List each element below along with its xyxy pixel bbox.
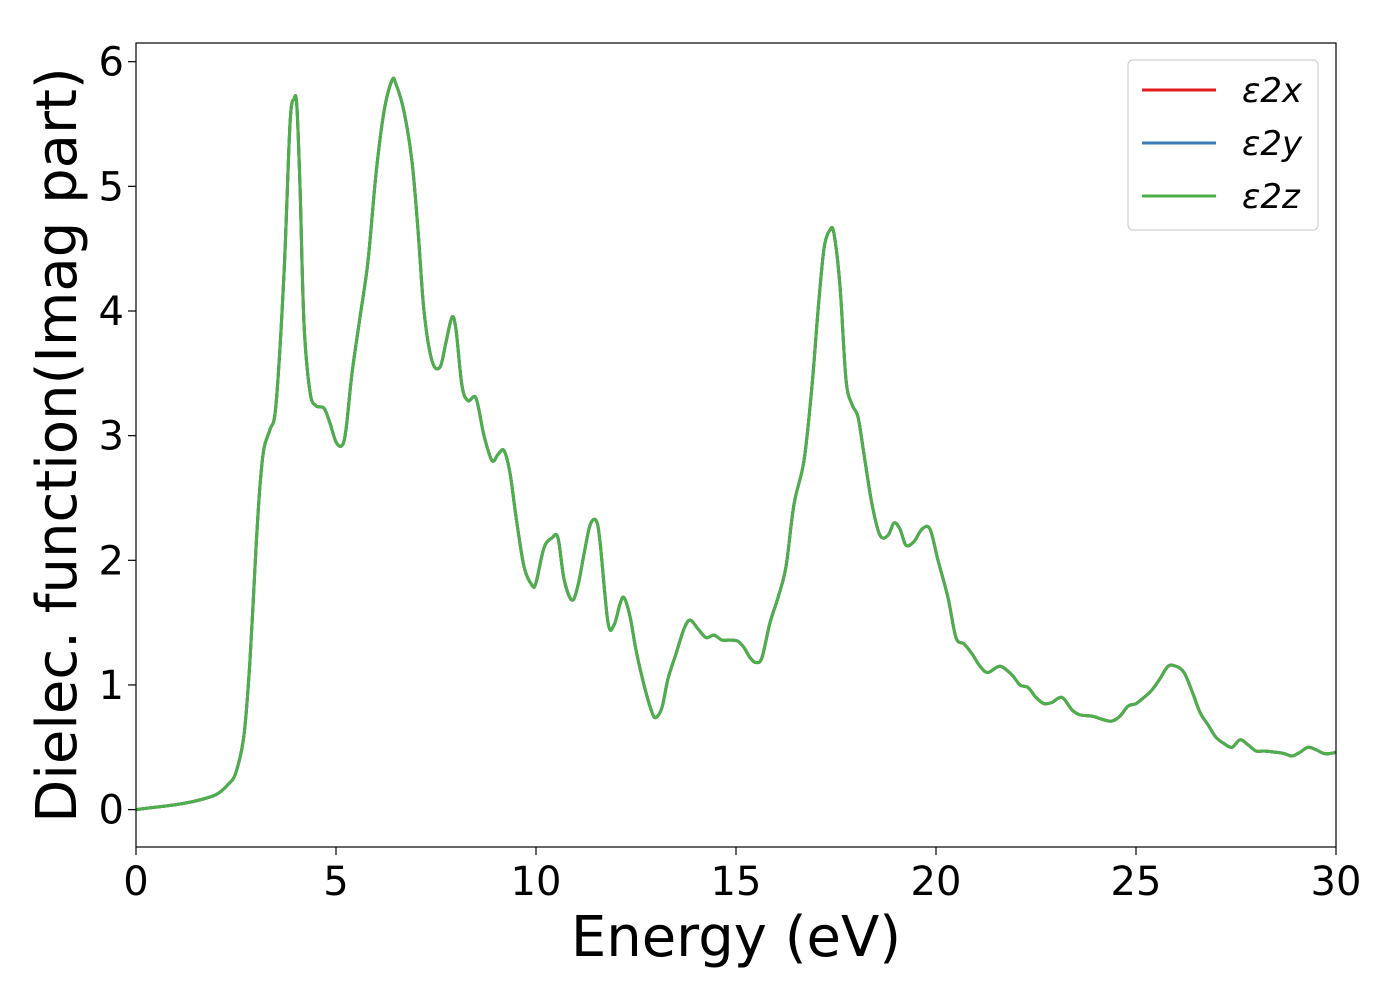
legend-label-2: ε2y (1242, 124, 1303, 164)
y-tick-label: 2 (99, 538, 124, 584)
x-tick-label: 25 (1111, 859, 1162, 905)
series-layer (136, 76, 1336, 812)
x-tick-label: 15 (711, 859, 762, 905)
y-tick-label: 0 (99, 788, 124, 834)
legend-label-3: ε2z (1242, 177, 1301, 217)
x-tick-label: 20 (911, 859, 962, 905)
x-tick-label: 5 (323, 859, 348, 905)
x-tick-label: 10 (511, 859, 562, 905)
y-tick-label: 3 (99, 414, 124, 460)
series-line-3 (136, 76, 1336, 812)
y-tick-label: 4 (99, 289, 124, 335)
x-tick-label: 30 (1311, 859, 1362, 905)
y-tick-label: 6 (99, 40, 124, 86)
y-tick-label: 5 (99, 164, 124, 210)
y-axis-title: Dielec. function(Imag part) (25, 67, 90, 823)
legend-box (1127, 59, 1319, 231)
x-axis: 0 5 10 15 20 25 30 (123, 847, 1361, 905)
legend-label-1: ε2x (1242, 71, 1303, 111)
legend: ε2x ε2y ε2z (1127, 59, 1319, 231)
y-tick-label: 1 (99, 663, 124, 709)
x-tick-label: 0 (123, 859, 148, 905)
y-axis: 0 1 2 3 4 5 6 (99, 40, 136, 834)
x-axis-title: Energy (eV) (571, 905, 901, 970)
